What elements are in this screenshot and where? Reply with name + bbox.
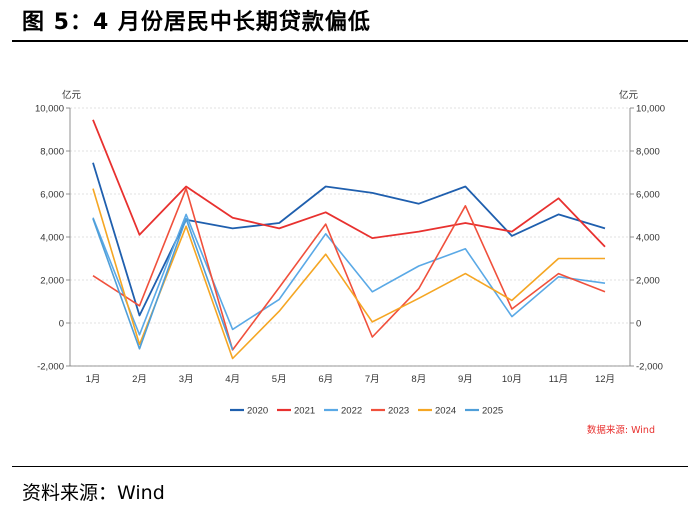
- left-tick-label: 10,000: [35, 104, 64, 115]
- left-tick-labels: -2,000 0 2,000 4,000 6,000 8,000 10,000: [35, 104, 64, 373]
- right-tick-label: 8,000: [636, 147, 660, 158]
- figure-title: 图 5：4 月份居民中长期贷款偏低: [22, 4, 371, 36]
- series-line-2021: [92, 119, 606, 248]
- series-line-2023: [92, 187, 606, 351]
- grid-lines: [70, 107, 630, 367]
- x-tick-label: 9月: [458, 374, 473, 385]
- source-note: 数据来源: Wind: [587, 424, 655, 436]
- x-tick-label: 2月: [132, 374, 147, 385]
- left-tick-label: 0: [59, 319, 64, 330]
- legend-label-2020: 2020: [247, 406, 268, 417]
- axes: [66, 107, 634, 367]
- x-tick-label: 10月: [502, 374, 522, 385]
- x-tick-label: 8月: [411, 374, 426, 385]
- title-rule: [12, 40, 688, 42]
- left-axis-unit: 亿元: [62, 89, 82, 101]
- legend-label-2022: 2022: [341, 406, 362, 417]
- x-tick-label: 4月: [225, 374, 240, 385]
- legend-label-2023: 2023: [388, 406, 409, 417]
- right-tick-label: 4,000: [636, 233, 660, 244]
- series-line-2025: [92, 217, 234, 351]
- x-tick-label: 12月: [595, 374, 615, 385]
- x-tick-label: 3月: [179, 374, 194, 385]
- right-tick-label: 2,000: [636, 276, 660, 287]
- x-tick-label: 5月: [272, 374, 287, 385]
- source-rule: [12, 466, 688, 467]
- left-tick-label: 4,000: [40, 233, 64, 244]
- right-tick-labels: -2,000 0 2,000 4,000 6,000 8,000 10,000: [636, 104, 665, 373]
- left-tick-label: -2,000: [37, 362, 64, 373]
- x-tick-label: 1月: [86, 374, 101, 385]
- left-tick-label: 2,000: [40, 276, 64, 287]
- legend-label-2021: 2021: [294, 406, 315, 417]
- left-tick-label: 6,000: [40, 190, 64, 201]
- x-tick-label: 6月: [318, 374, 333, 385]
- series-lines: [92, 119, 606, 360]
- series-line-2022: [92, 213, 606, 336]
- figure-label: 图 5：: [22, 10, 93, 35]
- figure-title-text: 4 月份居民中长期贷款偏低: [92, 10, 371, 35]
- legend-label-2025: 2025: [482, 406, 503, 417]
- right-tick-label: 6,000: [636, 190, 660, 201]
- right-axis-unit: 亿元: [619, 89, 639, 101]
- x-tick-label: 7月: [365, 374, 380, 385]
- right-tick-label: -2,000: [636, 362, 663, 373]
- right-tick-label: 0: [636, 319, 641, 330]
- x-tick-labels: 1月 2月 3月 4月 5月 6月 7月 8月 9月 10月 11月 12月: [86, 374, 615, 385]
- series-line-2020: [92, 162, 606, 317]
- left-tick-label: 8,000: [40, 147, 64, 158]
- series-line-2024: [92, 188, 605, 360]
- right-tick-label: 10,000: [636, 104, 665, 115]
- source-text: 资料来源：Wind: [22, 482, 165, 504]
- legend: 2020 2021 2022 2023 2024 2025: [230, 406, 503, 417]
- legend-label-2024: 2024: [435, 406, 456, 417]
- x-tick-label: 11月: [549, 374, 568, 385]
